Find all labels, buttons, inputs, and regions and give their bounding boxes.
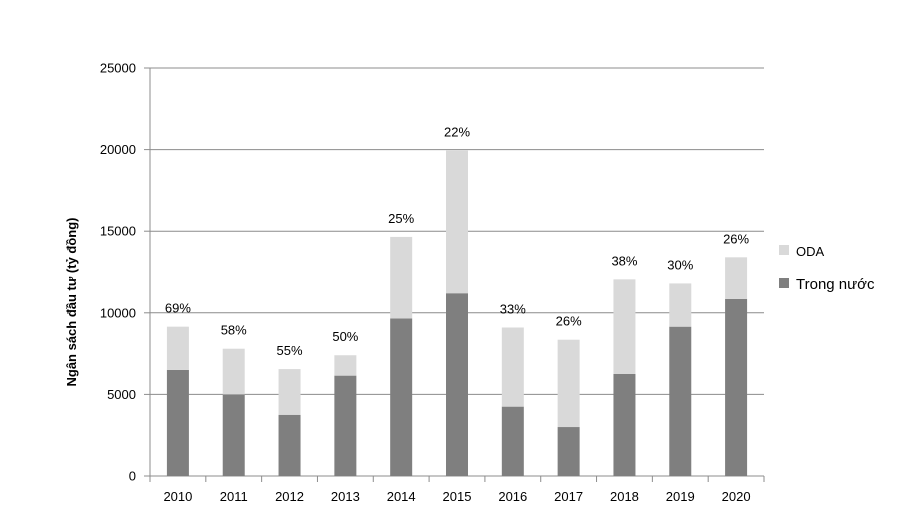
- percent-label: 30%: [667, 257, 693, 272]
- x-tick-label: 2019: [666, 489, 695, 504]
- data-labels: 69% 58% 55% 50% 25% 22% 33% 26% 38% 30% 26%: [165, 124, 750, 358]
- percent-label: 25%: [388, 211, 414, 226]
- x-tick-label: 2014: [387, 489, 416, 504]
- y-tick-label: 15000: [100, 224, 136, 239]
- bar-oda: [334, 355, 357, 376]
- bar-oda: [501, 327, 524, 407]
- x-tick-label: 2010: [163, 489, 192, 504]
- x-tick-label: 2017: [554, 489, 583, 504]
- percent-label: 69%: [165, 301, 191, 316]
- x-tick-label: 2013: [331, 489, 360, 504]
- percent-label: 26%: [556, 314, 582, 329]
- bar-trong-nuoc: [334, 375, 357, 476]
- bar-trong-nuoc: [166, 369, 189, 476]
- bar-oda: [613, 279, 636, 374]
- bar-oda: [557, 339, 580, 428]
- y-tick-label: 5000: [107, 387, 136, 402]
- x-tick-label: 2012: [275, 489, 304, 504]
- bar-trong-nuoc: [446, 293, 468, 476]
- y-axis-title: Ngân sách đầu tư (tỷ đồng): [64, 217, 79, 386]
- legend-swatch: [779, 278, 789, 288]
- legend-swatch: [779, 245, 789, 255]
- bar-oda: [446, 150, 468, 294]
- percent-label: 33%: [500, 301, 526, 316]
- legend: ODA Trong nước: [779, 244, 875, 293]
- bar-trong-nuoc: [669, 326, 692, 476]
- y-tick-label: 20000: [100, 142, 136, 157]
- x-tick-label: 2018: [610, 489, 639, 504]
- percent-label: 38%: [611, 253, 637, 268]
- bar-trong-nuoc: [557, 427, 580, 476]
- x-tick-label: 2011: [220, 489, 248, 504]
- y-tick-label: 0: [129, 469, 136, 484]
- bar-oda: [390, 236, 413, 319]
- bar-oda: [725, 257, 748, 299]
- x-tick-label: 2016: [498, 489, 527, 504]
- x-tick-label: 2020: [722, 489, 751, 504]
- percent-label: 22%: [444, 124, 470, 139]
- bar-trong-nuoc: [390, 318, 413, 476]
- percent-label: 58%: [221, 323, 247, 338]
- tick-labels: 0 5000 10000 15000 20000 25000 2010 2011 2012 201…: [100, 61, 751, 505]
- bar-oda: [166, 326, 189, 370]
- legend-label: Trong nước: [796, 276, 875, 293]
- percent-label: 55%: [277, 343, 303, 358]
- bar-oda: [222, 348, 245, 395]
- y-tick-label: 25000: [100, 61, 136, 76]
- bar-oda: [669, 283, 692, 327]
- bars: [166, 150, 748, 476]
- percent-label: 50%: [332, 329, 358, 344]
- y-tick-label: 10000: [100, 305, 136, 320]
- legend-label: ODA: [796, 244, 825, 259]
- bar-oda: [278, 369, 301, 415]
- bar-trong-nuoc: [222, 394, 245, 476]
- bar-trong-nuoc: [725, 298, 748, 476]
- x-tick-label: 2015: [443, 489, 472, 504]
- bar-trong-nuoc: [501, 406, 524, 476]
- bar-trong-nuoc: [613, 374, 636, 476]
- percent-label: 26%: [723, 231, 749, 246]
- bar-trong-nuoc: [278, 414, 301, 476]
